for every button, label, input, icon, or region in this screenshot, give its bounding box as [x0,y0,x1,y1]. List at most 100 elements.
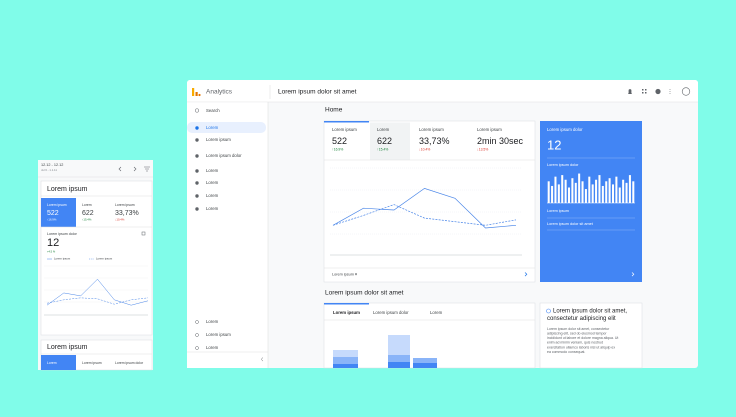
bar [547,181,550,203]
metric-value: 622 [377,136,392,146]
nav-item[interactable]: Lorem [206,206,219,211]
nav-item[interactable]: Lorem ipsum dolor [206,153,242,158]
nav-item[interactable]: Lorem ipsum [206,332,231,337]
info-title: Lorem ipsum dolor sit amet, [553,309,627,315]
line-series [332,204,517,226]
collapse-icon[interactable] [260,357,264,362]
selected-tab[interactable] [41,355,76,370]
stat-value: 12 [47,237,59,249]
app-name: Analytics [206,89,233,96]
bar [595,179,598,203]
lock-icon[interactable] [141,231,146,236]
header-icons[interactable] [628,88,671,95]
metric-change: ↓13.5% [477,147,488,151]
card-title: Lorem ipsum [47,186,88,193]
card-title: Lorem ipsum [47,344,88,351]
more-icon[interactable] [524,272,528,277]
more-icon[interactable] [631,272,635,277]
info-line: adipiscing elit, sed do eiusmod tempor [547,332,607,336]
bar [622,179,625,203]
active-nav [187,122,266,133]
bar [571,178,574,203]
sidebar [187,102,268,369]
tab-indicator [324,303,369,305]
metric-change: ↑16.9% [47,218,57,222]
card-row: Lorem ipsum [547,209,569,213]
nav-item[interactable]: Lorem [206,180,219,185]
nav-icons[interactable] [118,166,150,172]
bell-icon[interactable] [628,89,632,94]
bar [557,184,560,203]
info-card [539,302,643,369]
avatar[interactable] [681,87,691,96]
nav-item[interactable]: Lorem [206,345,219,350]
metric-label: Lorem ipsum [115,203,135,207]
nav-item[interactable]: Lorem [206,193,219,198]
logo [195,92,198,96]
bar [567,187,571,203]
page-title: Lorem ipsum dolor sit amet [278,89,357,96]
header [187,80,698,102]
dropdown[interactable]: Lorem ipsum ▾ [332,273,357,277]
nav-icon [195,346,199,350]
metric-change: ↑15.4% [82,218,92,222]
tab[interactable]: Lorem ipsum [333,310,360,315]
bar [618,187,621,203]
tab[interactable]: Lorem ipsum dolor [115,361,144,365]
tab[interactable]: Lorem ipsum dolor [373,310,409,315]
bar [625,182,628,203]
nav-icon [195,194,199,198]
nav-item[interactable]: Lorem [206,125,219,130]
search[interactable]: Search [206,108,220,113]
info-line: ea commodo consequat. [547,350,585,354]
bar [578,173,581,203]
help-icon[interactable] [655,88,661,95]
bar [554,176,557,203]
bar [628,175,631,203]
bar-segment [413,358,437,363]
bar [615,176,618,203]
metric-change: ↓10.4% [115,218,125,222]
tab[interactable]: Lorem [47,361,57,365]
bar [581,181,584,203]
card-row: Lorem ipsum dolor sit amet [547,222,594,226]
apps-icon[interactable] [642,89,647,94]
metric-value: 33,73% [115,210,139,217]
bar [561,175,564,203]
tab[interactable]: Lorem [430,310,443,315]
card-sub-label: Lorem ipsum dolor [547,163,579,167]
metric-change: ↓10.4% [419,147,430,151]
nav-item[interactable]: Lorem ipsum [206,137,231,142]
info-line: incididunt ut labore et dolore magna ali… [547,336,618,340]
metric-label: Lorem [82,203,92,207]
info-body: Lorem ipsum dolor sit amet, consectetura… [547,327,618,354]
metric-value: 522 [47,210,59,217]
date-range[interactable]: 12.12 - 12.12 [41,163,63,167]
metric-label: Lorem ipsum [47,203,67,207]
nav-icon [195,333,199,337]
date-sub: Jul 6 - 1.1.11 [41,168,57,172]
grid [330,167,522,235]
info-title: consectetur adipiscing elit [547,316,616,322]
info-line: enim ad minim veniam, quis nostrud [547,341,603,345]
selected-metric[interactable] [41,198,76,227]
bar [551,185,554,203]
nav-icon [195,207,199,211]
nav-item[interactable]: Lorem [206,319,219,324]
bar [601,185,604,203]
line-series [46,278,149,306]
grid [44,265,148,303]
nav-icon [195,320,199,324]
card-value: 12 [547,137,561,152]
nav-item[interactable]: Lorem [206,168,219,173]
bar [598,175,601,203]
desktop-app: Analytics Lorem ipsum dolor sit amet Sea… [187,80,698,369]
bar [591,184,594,203]
tab[interactable]: Lorem ipsum [82,361,102,365]
bar-segment [333,364,358,368]
line-series [46,297,149,305]
selected-metric[interactable] [370,122,410,161]
bar [611,184,615,203]
metric-value: 33,73% [419,136,450,146]
mobile-chart [44,265,149,316]
